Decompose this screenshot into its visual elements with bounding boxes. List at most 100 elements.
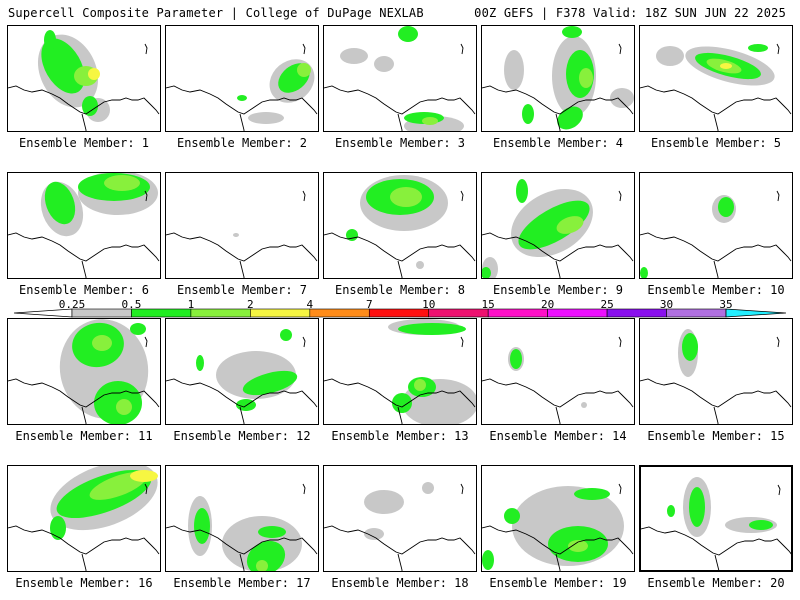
ensemble-member-label: Ensemble Member: 7 [176, 283, 308, 297]
scp-green [194, 508, 210, 544]
coastline [713, 406, 719, 424]
ensemble-member-label: Ensemble Member: 16 [15, 576, 153, 590]
map-frame [639, 172, 793, 279]
scp-green [518, 200, 590, 250]
scp-green [398, 26, 418, 42]
colorbar-tick-label: 10 [422, 298, 436, 311]
scp-green [667, 505, 675, 517]
lake-outline [776, 190, 780, 202]
coastline [555, 406, 561, 424]
coastline [640, 85, 792, 115]
map-frame [7, 172, 161, 279]
scp-map [324, 175, 476, 278]
scp-green [258, 526, 286, 538]
lake-outline [302, 190, 306, 202]
scp-map [8, 30, 160, 131]
colorbar-bin [428, 308, 489, 318]
coastline [239, 406, 245, 424]
colorbar-bin [131, 308, 192, 318]
scp-map [166, 43, 318, 131]
scp-yellow [88, 68, 100, 80]
scp-green [237, 95, 247, 101]
coastline [81, 113, 87, 131]
map-frame [7, 465, 161, 572]
lake-outline [618, 336, 622, 348]
lake-outline [460, 336, 464, 348]
coastline [239, 113, 245, 131]
colorbar-bin [309, 308, 370, 318]
scp-gray [422, 482, 434, 494]
map-frame [323, 318, 477, 425]
coastline [8, 85, 160, 115]
colorbar-tick-label: 1 [187, 298, 195, 311]
map-frame [481, 25, 635, 132]
scp-map [324, 319, 476, 424]
scp-gray [416, 261, 424, 269]
scp-map [166, 483, 318, 571]
scp-gray [374, 56, 394, 72]
scp-map [641, 477, 791, 570]
map-frame [165, 172, 319, 279]
lake-outline [302, 336, 306, 348]
scp-lightgreen [568, 540, 588, 552]
scp-lightgreen [92, 335, 112, 351]
scp-gray [248, 112, 284, 124]
colorbar-bin [547, 308, 608, 318]
scp-green [398, 323, 466, 335]
scp-gray [656, 46, 684, 66]
colorbar-tick-label: 7 [365, 298, 373, 311]
coastline [397, 553, 403, 571]
colorbar-bin [71, 308, 132, 318]
map-frame [481, 172, 635, 279]
lake-outline [144, 483, 148, 495]
colorbar-scale [14, 308, 786, 318]
scp-gray [504, 50, 524, 90]
ensemble-member-label: Ensemble Member: 18 [331, 576, 469, 590]
map-frame [639, 25, 793, 132]
lake-outline [460, 190, 464, 202]
colorbar-tick-label: 35 [719, 298, 733, 311]
lake-outline [144, 190, 148, 202]
map-frame [323, 465, 477, 572]
lake-outline [460, 483, 464, 495]
lake-outline [144, 336, 148, 348]
coastline [714, 554, 720, 570]
scp-green [130, 323, 146, 335]
map-frame [639, 465, 793, 572]
scp-green [280, 329, 292, 341]
coastline [482, 85, 634, 115]
lake-outline [302, 43, 306, 55]
scp-map [166, 329, 318, 424]
coastline [397, 260, 403, 278]
coastline [482, 525, 634, 555]
lake-outline [776, 43, 780, 55]
colorbar-bin [606, 308, 667, 318]
scp-map [324, 482, 476, 571]
scp-green [82, 96, 98, 116]
map-frame [323, 172, 477, 279]
scp-gray [364, 528, 384, 540]
lake-outline [302, 483, 306, 495]
coastline [482, 378, 634, 408]
scp-green [44, 181, 76, 225]
coastline [8, 378, 160, 408]
header-right-title: 00Z GEFS | F378 Valid: 18Z SUN JUN 22 20… [474, 6, 786, 20]
coastline [8, 232, 160, 262]
scp-gray [340, 48, 368, 64]
lake-outline [618, 190, 622, 202]
scp-green [522, 104, 534, 124]
coastline [397, 406, 403, 424]
colorbar-bin [190, 308, 251, 318]
coastline [482, 232, 634, 262]
coastline [81, 553, 87, 571]
coastline [640, 378, 792, 408]
scp-map [324, 26, 476, 131]
scp-green [504, 508, 520, 524]
colorbar-over-arrow [725, 308, 786, 318]
scp-yellow [720, 63, 732, 69]
coastline [324, 232, 476, 262]
coastline [713, 260, 719, 278]
scp-green [748, 44, 768, 52]
scp-map [640, 43, 792, 131]
ensemble-member-label: Ensemble Member: 17 [173, 576, 311, 590]
